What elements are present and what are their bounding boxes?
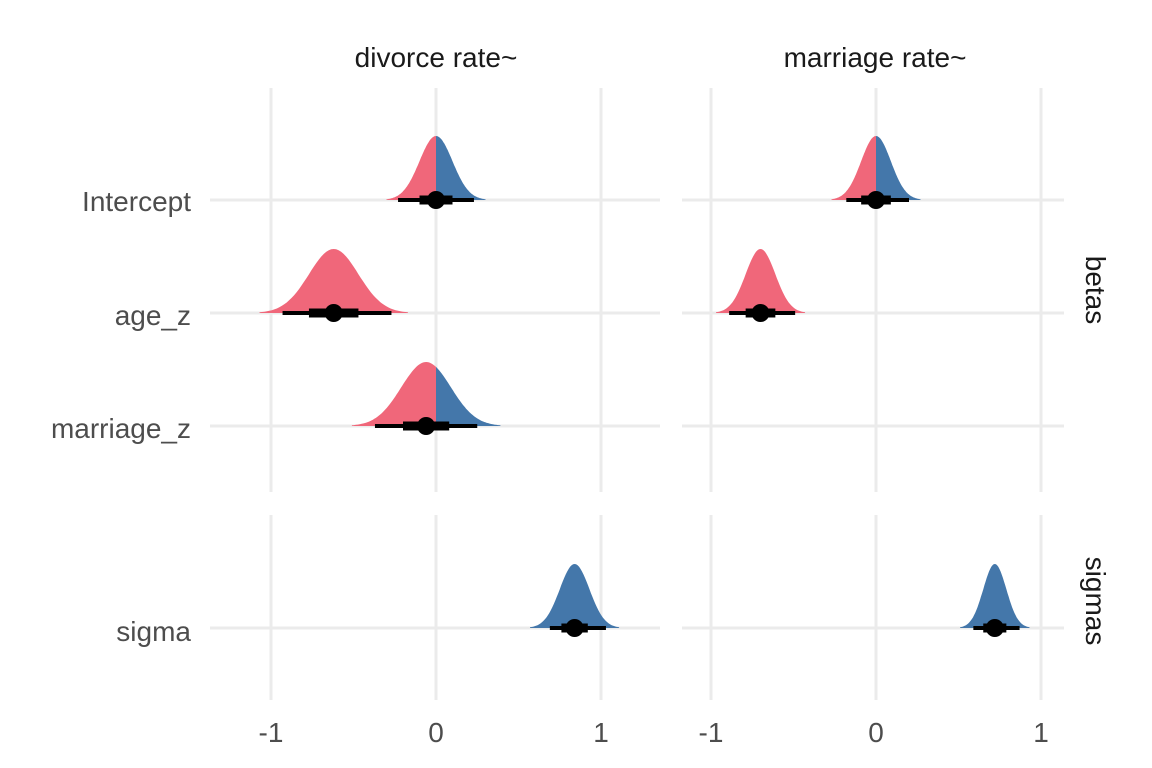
row-strip-betas: betas — [1080, 256, 1111, 325]
median-point-age-z-divorce — [324, 304, 343, 322]
x-tick-label-left-minus1: -1 — [259, 717, 284, 748]
row-label-sigma: sigma — [116, 616, 191, 647]
row-label-age-z: age_z — [115, 300, 191, 331]
density-negative-age-z-marriage — [716, 249, 806, 313]
x-tick-label-left-1: 1 — [593, 717, 609, 748]
row-strip-sigmas: sigmas — [1080, 557, 1111, 646]
density-positive-sigma-divorce — [530, 564, 620, 628]
density-negative-age-z-divorce — [259, 249, 408, 313]
x-tick-label-right-minus1: -1 — [699, 717, 724, 748]
density-negative-marriage-z-divorce — [351, 362, 436, 426]
x-tick-label-left-0: 0 — [428, 717, 444, 748]
row-label-intercept: Intercept — [82, 186, 191, 217]
column-title-divorce: divorce rate~ — [355, 42, 518, 73]
marks-layer — [259, 136, 1030, 637]
median-point-marriage-z-divorce — [417, 417, 436, 435]
median-point-sigma-divorce — [565, 619, 584, 637]
text-layer: divorce rate~ marriage rate~ Intercept a… — [51, 42, 1111, 748]
density-negative-intercept-marriage — [831, 136, 876, 200]
median-point-age-z-marriage — [751, 304, 770, 322]
column-title-marriage: marriage rate~ — [784, 42, 967, 73]
density-positive-marriage-z-divorce — [436, 366, 501, 426]
density-positive-sigma-marriage — [960, 564, 1030, 628]
x-tick-label-right-1: 1 — [1033, 717, 1049, 748]
row-label-marriage-z: marriage_z — [51, 413, 191, 444]
density-negative-intercept-divorce — [386, 136, 436, 200]
median-point-sigma-marriage — [985, 619, 1004, 637]
median-point-intercept-divorce — [427, 191, 445, 209]
density-positive-intercept-divorce — [436, 136, 486, 200]
density-positive-intercept-marriage — [876, 136, 921, 200]
median-point-intercept-marriage — [867, 191, 885, 209]
x-tick-label-right-0: 0 — [868, 717, 884, 748]
